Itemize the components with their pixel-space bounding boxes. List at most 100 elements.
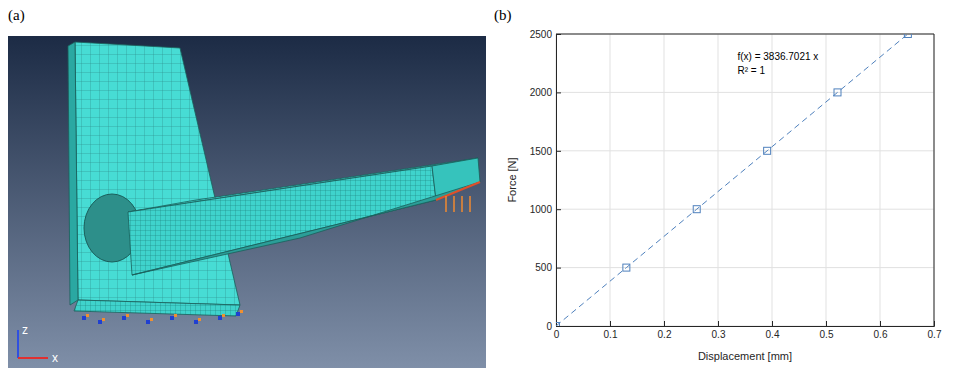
load-arrow (461, 196, 463, 212)
data-point (623, 264, 630, 271)
series-line (556, 34, 908, 326)
axis-line (557, 35, 562, 327)
boundary-marker (146, 320, 150, 324)
tick-label: 0.6 (874, 329, 888, 340)
grid (556, 34, 934, 326)
axis-line (557, 321, 935, 327)
annotation: R² = 1 (737, 65, 765, 76)
frame (934, 34, 935, 326)
grid-line (718, 34, 719, 326)
boundary-marker (174, 314, 177, 317)
tick-mark (772, 321, 773, 326)
tick-label: 0.7 (928, 329, 942, 340)
tick-mark (610, 321, 611, 326)
grid-line (556, 209, 934, 210)
panel-b: 0 0.1 0.2 0.3 0.4 0.5 0.6 0.7 0 500 1000 1500 2000 25… (506, 29, 942, 362)
tick-label: 0.2 (658, 329, 672, 340)
base-plate (74, 300, 240, 316)
tick-label: 500 (535, 262, 552, 273)
triad-x (18, 357, 48, 359)
grid-line (934, 34, 935, 326)
tick: 0.4 (766, 321, 780, 340)
grid-line (826, 34, 827, 326)
tick: 1500 (530, 146, 561, 157)
grid-line (664, 34, 665, 326)
y-axis: 0 500 1000 1500 2000 2500 (530, 29, 561, 332)
tick-mark (556, 268, 561, 269)
triad-label: x (52, 351, 58, 365)
grid-line (610, 34, 611, 326)
tick: 2000 (530, 87, 561, 98)
grid-line (772, 34, 773, 326)
boundary-marker (240, 310, 243, 313)
boundary-marker (86, 314, 89, 317)
tick: 0.2 (658, 321, 672, 340)
x-axis-title: Displacement [mm] (698, 350, 792, 362)
grid-line (556, 150, 934, 151)
plate-edge (68, 42, 78, 305)
tick-label: 2500 (530, 29, 553, 40)
tick-mark (718, 321, 719, 326)
annotation: f(x) = 3836.7021 x (737, 51, 818, 62)
tick-mark (880, 321, 881, 326)
boundary-marker (102, 318, 105, 321)
data-point (764, 147, 771, 154)
tick-mark (556, 326, 561, 327)
grid-line (556, 267, 934, 268)
boundary-marker (150, 318, 153, 321)
beam-underside (132, 182, 480, 275)
triad-z (17, 330, 19, 358)
boundary-marker (218, 316, 222, 320)
x-axis: 0 0.1 0.2 0.3 0.4 0.5 0.6 0.7 (554, 321, 942, 340)
boundary-marker (194, 320, 198, 324)
tick: 0 (546, 321, 561, 332)
tick-mark (556, 151, 561, 152)
tick: 500 (535, 262, 561, 273)
grid-line (556, 34, 934, 35)
tick-label: 1500 (530, 146, 553, 157)
tick-label: 1000 (530, 204, 553, 215)
frame (556, 34, 934, 35)
boundary-marker (222, 314, 225, 317)
tick-mark (556, 92, 561, 93)
tick-label: 0.1 (604, 329, 618, 340)
tick-label: 2000 (530, 87, 553, 98)
tick: 0.1 (604, 321, 618, 340)
plot-area (556, 34, 934, 326)
tick: 0.5 (820, 321, 834, 340)
load-arrow (453, 196, 455, 212)
data-point (834, 89, 841, 96)
grid-line (880, 34, 881, 326)
boundary-marker (98, 320, 102, 324)
y-axis-title: Force [N] (506, 157, 518, 202)
tick-mark (664, 321, 665, 326)
beam-end (432, 158, 480, 200)
tick-label: 0 (554, 329, 560, 340)
boundary-marker (122, 316, 126, 320)
boundary-marker (82, 316, 86, 320)
boundary-marker (198, 318, 201, 321)
panel-label: (a) (8, 7, 25, 24)
load-edge (436, 182, 480, 200)
panel-label: (b) (494, 7, 512, 24)
tick-label: 0.5 (820, 329, 834, 340)
grid-line (556, 92, 934, 93)
boundary-marker (126, 314, 129, 317)
tick-mark (556, 209, 561, 210)
triad-label: z (22, 323, 28, 337)
tick: 0.7 (928, 321, 942, 340)
tick: 1000 (530, 204, 561, 215)
tick-label: 0.3 (712, 329, 726, 340)
data-point (904, 34, 911, 38)
fe-model (68, 42, 480, 324)
load-arrow (445, 196, 447, 212)
marks (556, 34, 911, 326)
tick-label: 0.4 (766, 329, 780, 340)
figure: z x (a) (b) 0 0.1 0.2 0.3 0.4 0.5 0.6 0.7 0 500 1000 15… (0, 0, 972, 368)
render-background (8, 36, 486, 368)
tick-label: 0 (546, 321, 552, 332)
tick-mark (826, 321, 827, 326)
boundary-marker (170, 316, 174, 320)
boundary-marker (236, 312, 240, 316)
tick: 0.6 (874, 321, 888, 340)
